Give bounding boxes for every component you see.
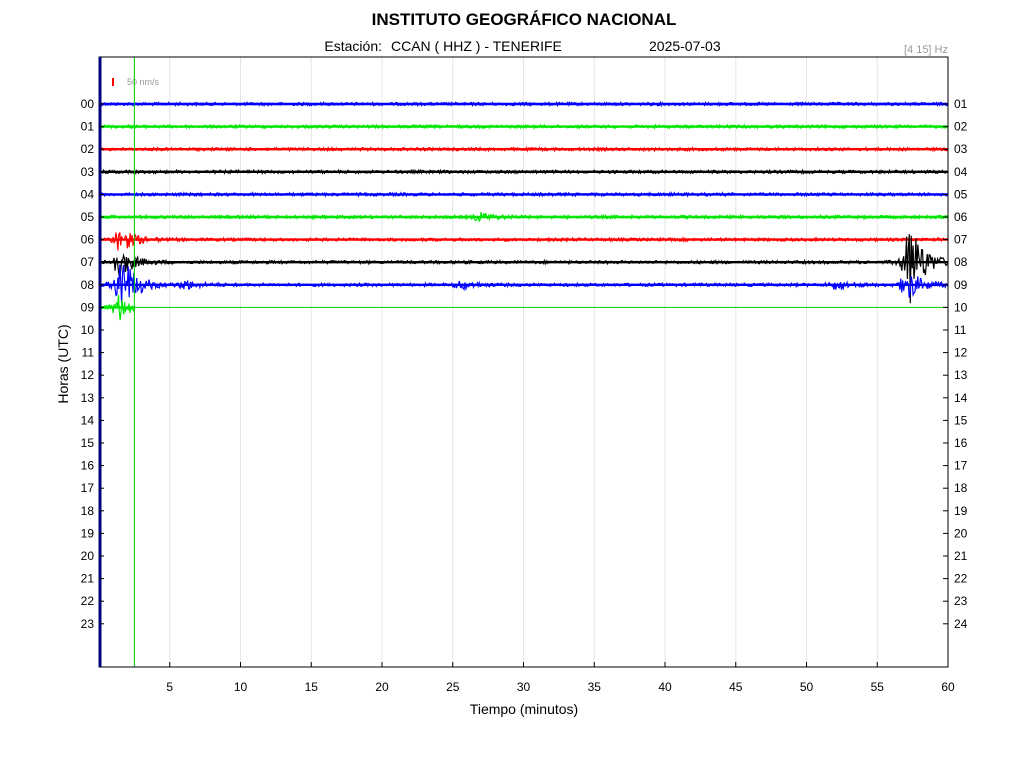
y-tick-label-left: 15 (81, 436, 95, 450)
y-tick-label-right: 11 (954, 323, 967, 337)
x-axis-ticks: 5 10 15 20 25 30 35 40 45 50 55 60 (166, 662, 955, 694)
y-tick-label-right: 04 (954, 165, 968, 179)
y-tick-label-right: 06 (954, 210, 968, 224)
y-tick-label-left: 14 (81, 413, 95, 427)
y-tick-label-left: 12 (81, 368, 95, 382)
y-axis-ticks-right: 01 02 03 04 05 06 07 08 09 10 11 12 13 14 15 16 17 18 19 20… (943, 97, 968, 631)
y-tick-label-right: 14 (954, 391, 968, 405)
y-tick-label-right: 09 (954, 278, 968, 292)
y-tick-label-left: 22 (81, 594, 95, 608)
y-tick-label-left: 20 (81, 549, 95, 563)
y-tick-label-right: 02 (954, 120, 968, 134)
x-tick-label: 40 (658, 680, 672, 694)
x-tick-label: 25 (446, 680, 460, 694)
y-tick-label-left: 18 (81, 504, 95, 518)
y-tick-label-left: 04 (81, 187, 95, 201)
station-prefix: Estación: (324, 38, 382, 54)
x-tick-label: 30 (517, 680, 531, 694)
y-tick-label-left: 11 (82, 346, 95, 360)
y-tick-label-left: 01 (81, 120, 95, 134)
y-tick-label-left: 07 (81, 255, 95, 269)
y-tick-label-right: 17 (954, 459, 968, 473)
y-tick-label-left: 06 (81, 233, 95, 247)
y-tick-label-right: 05 (954, 187, 968, 201)
y-tick-label-left: 05 (81, 210, 95, 224)
y-tick-label-left: 16 (81, 459, 95, 473)
chart-date: 2025-07-03 (649, 38, 721, 54)
y-tick-label-left: 00 (81, 97, 95, 111)
scale-indicator: 50 nm/s (112, 77, 160, 87)
y-tick-label-right: 01 (954, 97, 968, 111)
y-tick-label-right: 03 (954, 142, 968, 156)
y-tick-label-left: 21 (81, 572, 95, 586)
chart-title: INSTITUTO GEOGRÁFICO NACIONAL (372, 10, 677, 29)
y-tick-label-right: 19 (954, 504, 968, 518)
y-axis-label: Horas (UTC) (55, 324, 71, 403)
y-tick-label-right: 13 (954, 368, 968, 382)
x-tick-label: 15 (305, 680, 319, 694)
x-axis-label: Tiempo (minutos) (470, 701, 578, 717)
y-tick-label-left: 08 (81, 278, 95, 292)
x-tick-label: 55 (871, 680, 885, 694)
y-tick-label-left: 02 (81, 142, 95, 156)
y-tick-label-left: 13 (81, 391, 95, 405)
y-tick-label-right: 07 (954, 233, 968, 247)
x-tick-label: 60 (941, 680, 955, 694)
y-tick-label-right: 08 (954, 255, 968, 269)
y-tick-label-left: 19 (81, 526, 95, 540)
scale-label: 50 nm/s (127, 77, 160, 87)
y-tick-label-right: 24 (954, 617, 968, 631)
y-axis-ticks-left: 00 01 02 03 04 05 06 07 08 09 10 11 12 13 14 15 16 17 18 19… (81, 97, 104, 631)
time-markers (133, 57, 948, 667)
x-tick-label: 35 (588, 680, 602, 694)
x-tick-label: 50 (800, 680, 814, 694)
y-tick-label-right: 22 (954, 572, 968, 586)
y-tick-label-left: 10 (81, 323, 95, 337)
y-tick-label-right: 12 (954, 346, 968, 360)
y-tick-label-left: 03 (81, 165, 95, 179)
y-tick-label-right: 10 (954, 300, 968, 314)
x-tick-label: 45 (729, 680, 743, 694)
y-tick-label-right: 16 (954, 436, 968, 450)
frequency-band: [4 15] Hz (904, 44, 948, 56)
x-tick-label: 20 (375, 680, 389, 694)
y-tick-label-left: 23 (81, 617, 95, 631)
vertical-gridlines (169, 57, 878, 667)
seismic-traces (98, 100, 949, 321)
y-tick-label-left: 17 (81, 481, 95, 495)
y-tick-label-right: 21 (954, 549, 968, 563)
x-tick-label: 10 (234, 680, 248, 694)
station-name: CCAN ( HHZ ) - TENERIFE (391, 38, 562, 54)
y-tick-label-right: 18 (954, 481, 968, 495)
y-tick-label-right: 20 (954, 526, 968, 540)
y-tick-label-right: 15 (954, 413, 968, 427)
y-tick-label-right: 23 (954, 594, 968, 608)
x-tick-label: 5 (166, 680, 173, 694)
y-tick-label-left: 09 (81, 300, 95, 314)
